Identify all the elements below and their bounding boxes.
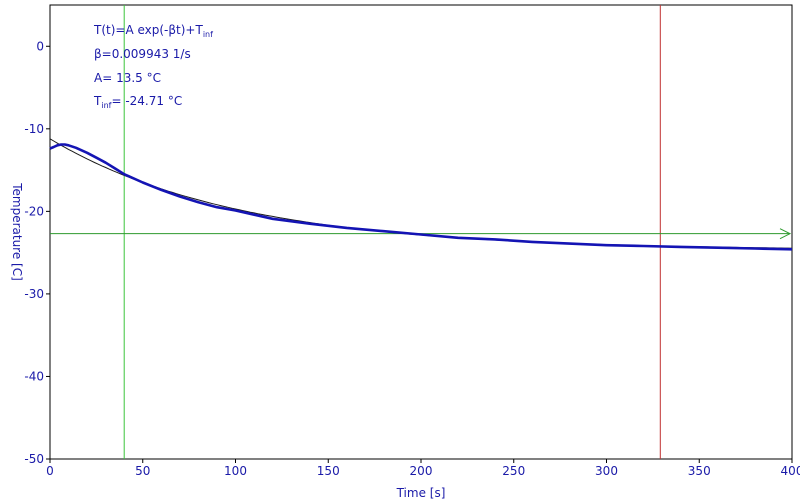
x-tick-label: 350 <box>688 464 711 478</box>
y-axis-title: Temperature [C] <box>10 182 24 281</box>
fit-amplitude-value: A= 13.5 °C <box>94 71 161 85</box>
plot-area <box>49 5 793 459</box>
y-tick-label: 0 <box>36 39 44 53</box>
x-tick-label: 100 <box>224 464 247 478</box>
fit-tinf-main: T <box>93 94 102 108</box>
fit-formula-main: T(t)=A exp(-βt)+T <box>93 23 203 37</box>
y-tick-label: -30 <box>24 287 44 301</box>
x-tick-label: 200 <box>410 464 433 478</box>
x-axis: 0 50 100 150 200 250 300 350 400 <box>46 459 800 478</box>
x-tick-label: 400 <box>781 464 800 478</box>
x-tick-label: 300 <box>595 464 618 478</box>
y-tick-label: -50 <box>24 452 44 466</box>
fit-beta-value: β=0.009943 1/s <box>94 47 191 61</box>
fit-tinf-value: Tinf= -24.71 °C <box>93 94 182 110</box>
y-tick-label: -10 <box>24 122 44 136</box>
fit-formula: T(t)=A exp(-βt)+Tinf <box>93 23 213 39</box>
x-tick-label: 0 <box>46 464 54 478</box>
y-tick-label: -20 <box>24 204 44 218</box>
x-tick-label: 250 <box>502 464 525 478</box>
y-axis: 0 -10 -20 -30 -40 -50 <box>24 39 50 466</box>
fit-formula-subscript: inf <box>203 30 213 39</box>
fit-tinf-subscript: inf <box>101 101 111 110</box>
x-axis-title: Time [s] <box>396 486 446 500</box>
y-tick-label: -40 <box>24 369 44 383</box>
asymptote-arrow <box>779 228 792 240</box>
x-tick-label: 50 <box>135 464 150 478</box>
x-tick-label: 150 <box>317 464 340 478</box>
fit-tinf-number: = -24.71 °C <box>111 94 182 108</box>
fit-annotation: T(t)=A exp(-βt)+Tinf β=0.009943 1/s A= 1… <box>93 23 213 110</box>
data-series-line <box>49 143 793 251</box>
